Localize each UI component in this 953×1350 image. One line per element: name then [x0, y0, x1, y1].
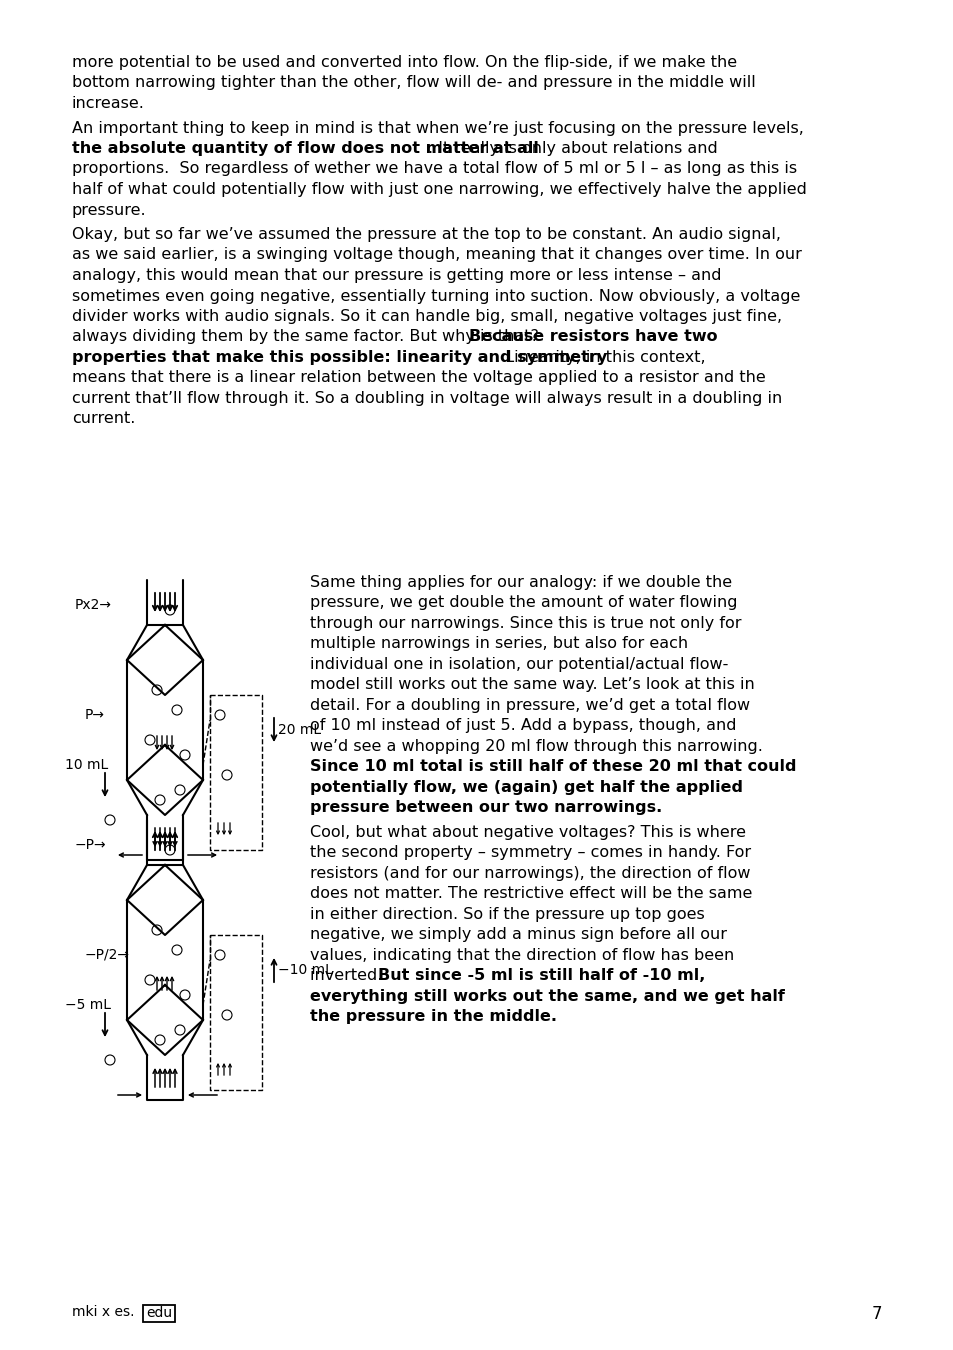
Text: edu: edu	[146, 1305, 172, 1320]
Text: current.: current.	[71, 412, 135, 427]
Text: in either direction. So if the pressure up top goes: in either direction. So if the pressure …	[310, 907, 704, 922]
Text: half of what could potentially flow with just one narrowing, we effectively halv: half of what could potentially flow with…	[71, 182, 806, 197]
Text: pressure, we get double the amount of water flowing: pressure, we get double the amount of wa…	[310, 595, 737, 610]
Text: through our narrowings. Since this is true not only for: through our narrowings. Since this is tr…	[310, 616, 740, 630]
Text: Because resistors have two: Because resistors have two	[469, 329, 718, 344]
Text: analogy, this would mean that our pressure is getting more or less intense – and: analogy, this would mean that our pressu…	[71, 269, 720, 284]
Text: 20 mL: 20 mL	[277, 724, 321, 737]
Text: −P/2→: −P/2→	[85, 948, 130, 963]
Text: Okay, but so far we’ve assumed the pressure at the top to be constant. An audio : Okay, but so far we’ve assumed the press…	[71, 227, 781, 242]
Text: multiple narrowings in series, but also for each: multiple narrowings in series, but also …	[310, 636, 687, 652]
Text: model still works out the same way. Let’s look at this in: model still works out the same way. Let’…	[310, 678, 754, 693]
Text: divider works with audio signals. So it can handle big, small, negative voltages: divider works with audio signals. So it …	[71, 309, 781, 324]
Text: . Linearity, in this context,: . Linearity, in this context,	[495, 350, 705, 365]
Text: sometimes even going negative, essentially turning into suction. Now obviously, : sometimes even going negative, essential…	[71, 289, 800, 304]
Text: means that there is a linear relation between the voltage applied to a resistor : means that there is a linear relation be…	[71, 370, 765, 386]
Text: the pressure in the middle.: the pressure in the middle.	[310, 1010, 557, 1025]
Text: 7: 7	[871, 1305, 882, 1323]
Text: increase.: increase.	[71, 96, 145, 111]
Text: values, indicating that the direction of flow has been: values, indicating that the direction of…	[310, 948, 734, 963]
Text: pressure between our two narrowings.: pressure between our two narrowings.	[310, 801, 661, 815]
Text: An important thing to keep in mind is that when we’re just focusing on the press: An important thing to keep in mind is th…	[71, 120, 803, 135]
Text: does not matter. The restrictive effect will be the same: does not matter. The restrictive effect …	[310, 887, 752, 902]
Text: more potential to be used and converted into flow. On the flip-side, if we make : more potential to be used and converted …	[71, 55, 737, 70]
Text: always dividing them by the same factor. But why is that?: always dividing them by the same factor.…	[71, 329, 543, 344]
Text: the absolute quantity of flow does not matter at all: the absolute quantity of flow does not m…	[71, 140, 538, 157]
Text: properties that make this possible: linearity and symmetry: properties that make this possible: line…	[71, 350, 607, 365]
Text: inverted.: inverted.	[310, 968, 387, 984]
Text: potentially flow, we (again) get half the applied: potentially flow, we (again) get half th…	[310, 780, 742, 795]
Text: . It really is only about relations and: . It really is only about relations and	[428, 140, 718, 157]
Text: bottom narrowing tighter than the other, flow will de- and pressure in the middl: bottom narrowing tighter than the other,…	[71, 76, 755, 90]
Text: current that’ll flow through it. So a doubling in voltage will always result in : current that’ll flow through it. So a do…	[71, 392, 781, 406]
Text: Px2→: Px2→	[75, 598, 112, 612]
Text: of 10 ml instead of just 5. Add a bypass, though, and: of 10 ml instead of just 5. Add a bypass…	[310, 718, 736, 733]
Text: −10 mL: −10 mL	[277, 963, 333, 977]
Text: But since -5 ml is still half of -10 ml,: But since -5 ml is still half of -10 ml,	[378, 968, 705, 984]
Text: Cool, but what about negative voltages? This is where: Cool, but what about negative voltages? …	[310, 825, 745, 840]
Text: proportions.  So regardless of wether we have a total flow of 5 ml or 5 l – as l: proportions. So regardless of wether we …	[71, 162, 797, 177]
Text: detail. For a doubling in pressure, we’d get a total flow: detail. For a doubling in pressure, we’d…	[310, 698, 749, 713]
Text: −P→: −P→	[75, 838, 107, 852]
Text: negative, we simply add a minus sign before all our: negative, we simply add a minus sign bef…	[310, 927, 726, 942]
Text: mki x es.: mki x es.	[71, 1305, 134, 1319]
Text: pressure.: pressure.	[71, 202, 147, 217]
Text: as we said earlier, is a swinging voltage though, meaning that it changes over t: as we said earlier, is a swinging voltag…	[71, 247, 801, 262]
Text: resistors (and for our narrowings), the direction of flow: resistors (and for our narrowings), the …	[310, 865, 750, 882]
Text: everything still works out the same, and we get half: everything still works out the same, and…	[310, 990, 784, 1004]
Text: individual one in isolation, our potential/actual flow-: individual one in isolation, our potenti…	[310, 657, 727, 672]
Text: P→: P→	[85, 707, 105, 722]
Text: the second property – symmetry – comes in handy. For: the second property – symmetry – comes i…	[310, 845, 750, 860]
Text: 10 mL: 10 mL	[65, 757, 108, 772]
Text: Same thing applies for our analogy: if we double the: Same thing applies for our analogy: if w…	[310, 575, 731, 590]
Text: −5 mL: −5 mL	[65, 998, 111, 1012]
Text: Since 10 ml total is still half of these 20 ml that could: Since 10 ml total is still half of these…	[310, 760, 796, 775]
Text: we’d see a whopping 20 ml flow through this narrowing.: we’d see a whopping 20 ml flow through t…	[310, 738, 762, 755]
